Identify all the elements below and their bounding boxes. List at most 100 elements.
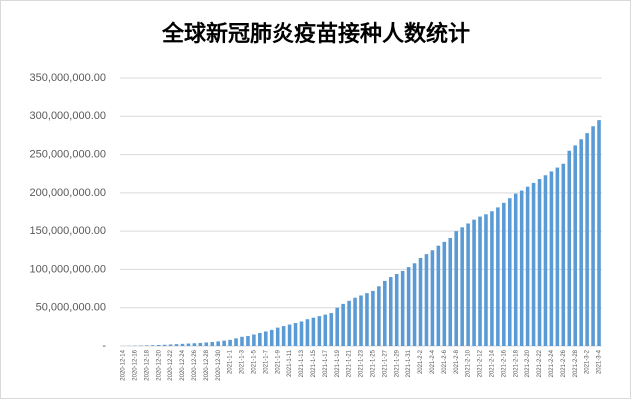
x-tick-label: 2021-2-26 (561, 349, 567, 377)
x-tick-label: 2021-1-3 (240, 349, 246, 374)
y-tick-label: 150,000,000.00 (30, 225, 106, 237)
bar (431, 250, 435, 346)
bar (532, 183, 536, 346)
x-tick-label: 2021-3-2 (585, 349, 591, 374)
x-tick-label: 2020-12-30 (216, 349, 222, 380)
bar (460, 227, 464, 346)
x-tick-label: 2020-12-22 (168, 349, 174, 380)
bar (484, 214, 488, 346)
bar (300, 321, 304, 346)
bar (585, 133, 589, 346)
bar (294, 323, 298, 346)
x-tick-label: 2021-2-16 (501, 349, 507, 377)
x-tick-label: 2020-12-20 (156, 349, 162, 380)
bar (329, 313, 333, 346)
x-tick-label: 2021-2-28 (573, 349, 579, 377)
bar (288, 325, 292, 346)
bar (175, 344, 179, 346)
x-tick-label: 2021-1-19 (335, 349, 341, 377)
chart-border (1, 1, 631, 399)
bar (567, 151, 571, 346)
y-tick-label: 350,000,000.00 (30, 72, 106, 84)
x-tick-label: 2021-1-9 (275, 349, 281, 374)
x-tick-label: 2021-1-31 (406, 349, 412, 377)
bar (163, 345, 167, 346)
bar (276, 328, 280, 346)
bar (306, 319, 310, 346)
x-tick-label: 2021-1-29 (394, 349, 400, 377)
bar (359, 295, 363, 346)
bar (204, 342, 208, 346)
x-tick-label: 2020-12-14 (121, 349, 127, 380)
x-tick-label: 2020-12-28 (204, 349, 210, 380)
bar (157, 345, 161, 346)
x-tick-label: 2021-1-5 (251, 349, 257, 374)
x-tick-label: 2021-1-11 (287, 349, 293, 377)
bar (389, 277, 393, 346)
bar (318, 316, 322, 346)
x-tick-label: 2021-1-21 (347, 349, 353, 377)
bar (181, 344, 185, 346)
bar (502, 203, 506, 346)
bar (365, 293, 369, 346)
bar (514, 194, 518, 346)
x-tick-label: 2021-2-24 (549, 349, 555, 377)
x-tick-label: 2021-1-13 (299, 349, 305, 377)
x-tick-label: 2021-1-27 (382, 349, 388, 377)
x-tick-label: 2021-1-1 (228, 349, 234, 374)
bar (240, 337, 244, 346)
bar (258, 333, 262, 346)
bar (353, 298, 357, 346)
bar (448, 238, 452, 346)
bar (579, 139, 583, 346)
bar (550, 171, 554, 346)
bar (472, 220, 476, 346)
x-tick-label: 2021-1-17 (323, 349, 329, 377)
bar (199, 343, 203, 346)
bar (478, 217, 482, 346)
x-tick-label: 2021-2-8 (454, 349, 460, 374)
bar (556, 168, 560, 346)
chart-title: 全球新冠肺炎疫苗接种人数统计 (161, 21, 470, 46)
x-tick-label: 2021-1-23 (359, 349, 365, 377)
x-tick-label: 2021-3-4 (597, 349, 603, 374)
x-tick-label: 2021-2-6 (442, 349, 448, 374)
bar (151, 345, 155, 346)
y-tick-label: 250,000,000.00 (30, 148, 106, 160)
bar (187, 344, 191, 346)
bar (407, 267, 411, 346)
bar (401, 271, 405, 346)
x-tick-label: 2021-2-4 (430, 349, 436, 374)
y-tick-label: 200,000,000.00 (30, 187, 106, 199)
y-tick-label: 50,000,000.00 (36, 302, 106, 314)
bar (591, 126, 595, 346)
bar (264, 331, 268, 346)
bar (496, 207, 500, 346)
bar (377, 286, 381, 346)
x-tick-label: 2021-2-2 (418, 349, 424, 374)
bar (466, 223, 470, 346)
bar (324, 315, 328, 346)
bar (270, 330, 274, 346)
bar (371, 291, 375, 346)
x-tick-label: 2020-12-26 (192, 349, 198, 380)
bar (437, 246, 441, 346)
bar (234, 338, 238, 346)
bar (544, 175, 548, 346)
bar (193, 343, 197, 346)
bar (562, 164, 566, 346)
bar (228, 340, 232, 346)
bar (347, 301, 351, 346)
bar (282, 326, 286, 346)
bar (210, 342, 214, 346)
bar (573, 145, 577, 346)
bar (312, 318, 316, 346)
bar (222, 341, 226, 346)
bar (216, 341, 220, 346)
x-tick-label: 2021-2-18 (513, 349, 519, 377)
x-tick-label: 2021-2-22 (537, 349, 543, 377)
x-tick-label: 2020-12-24 (180, 349, 186, 380)
bar (341, 304, 345, 346)
bar (252, 335, 256, 346)
